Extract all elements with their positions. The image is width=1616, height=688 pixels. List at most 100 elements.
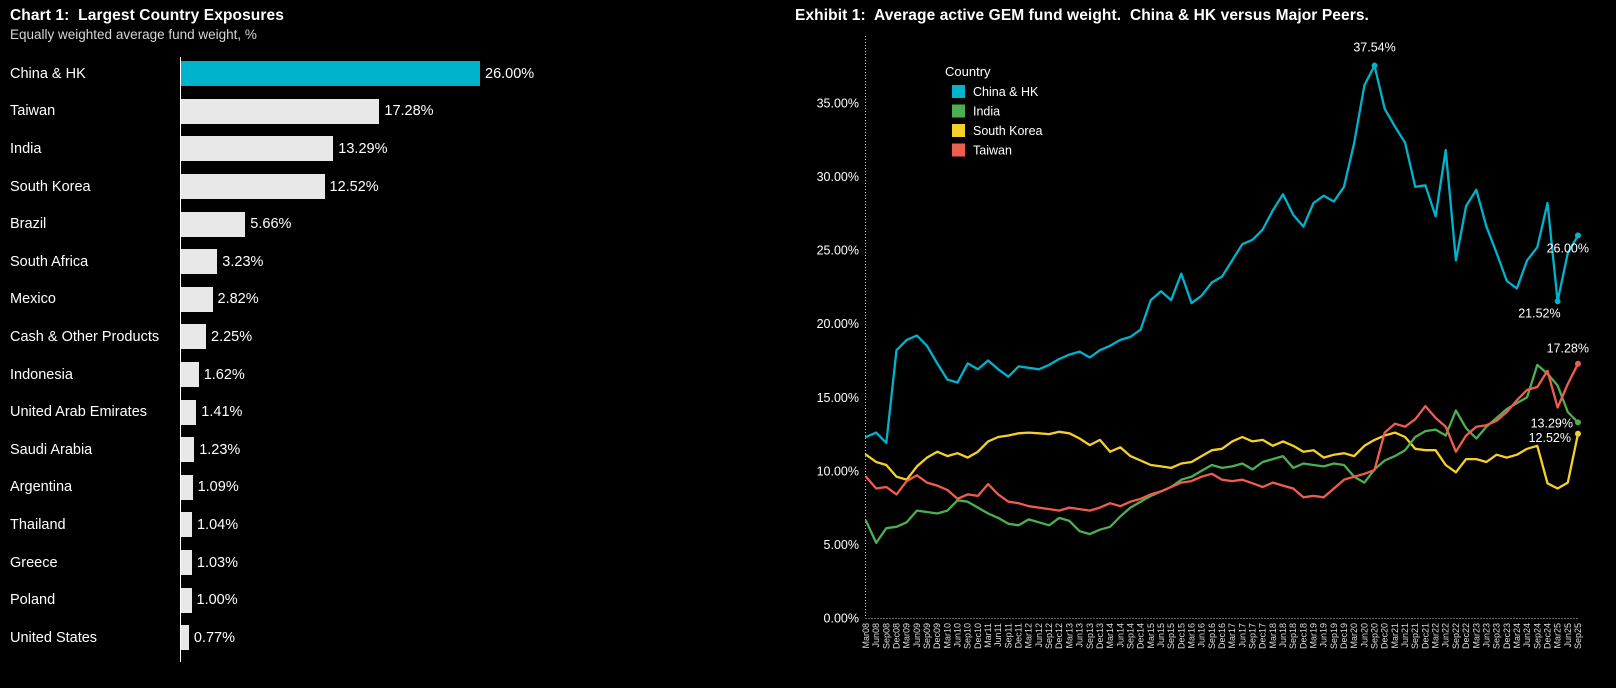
- bar-value: 1.23%: [199, 441, 241, 458]
- x-tick-label: Jun23: [1481, 623, 1491, 648]
- bar: [180, 136, 334, 162]
- bar-row: Poland 1.00%: [0, 581, 786, 619]
- bar-label: South Africa: [10, 253, 89, 270]
- x-tick-label: Sep10: [963, 623, 973, 649]
- legend-label-taiwan: Taiwan: [973, 144, 1012, 158]
- x-tick-label: Mar12: [1024, 623, 1034, 649]
- bar: [180, 98, 380, 124]
- bar-label: Indonesia: [10, 366, 73, 383]
- bar-row: India 13.29%: [0, 130, 786, 168]
- x-tick-label: Sep20: [1370, 623, 1380, 649]
- x-tick-label: Sep19: [1329, 623, 1339, 649]
- x-tick-label: Mar17: [1227, 623, 1237, 649]
- x-tick-label: Dec20: [1380, 623, 1390, 649]
- x-tick-label: Dec12: [1054, 623, 1064, 649]
- x-tick-label: Mar09: [902, 623, 912, 649]
- bar-label: India: [10, 140, 42, 157]
- series-line-india: [864, 363, 1580, 545]
- x-tick-label: Mar25: [1553, 623, 1563, 649]
- annotation-label: 12.52%: [1529, 431, 1571, 445]
- bar-label: Poland: [10, 592, 56, 609]
- annotation-dot-china-hk: [1574, 232, 1581, 239]
- bar-row: Indonesia 1.62%: [0, 356, 786, 394]
- x-tick-label: Jun10: [953, 623, 963, 648]
- x-tick-label: Jun12: [1034, 623, 1044, 648]
- x-tick-label: Mar20: [1349, 623, 1359, 649]
- legend-label-south-korea: South Korea: [973, 124, 1043, 138]
- x-tick-label: Sep12: [1044, 623, 1054, 649]
- annotation-dot-china-hk: [1371, 62, 1378, 69]
- annotation-label: 21.52%: [1518, 306, 1560, 320]
- x-tick-label: Dec16: [1217, 623, 1227, 649]
- bar-row: Thailand 1.04%: [0, 506, 786, 544]
- y-tick-label: 15.00%: [817, 391, 859, 405]
- y-tick-label: 0.00%: [824, 612, 859, 626]
- bar-label: Mexico: [10, 291, 56, 308]
- x-tick-label: Dec19: [1339, 623, 1349, 649]
- x-tick-label: Sep22: [1451, 623, 1461, 649]
- left-chart-subtitle: Equally weighted average fund weight, %: [10, 27, 257, 42]
- bar-row: Saudi Arabia 1.23%: [0, 431, 786, 469]
- x-tick-label: Sep21: [1410, 623, 1420, 649]
- y-tick-label: 10.00%: [817, 464, 859, 478]
- legend-label-india: India: [973, 105, 1000, 119]
- bar-value: 5.66%: [250, 216, 292, 233]
- bar-row: United Arab Emirates 1.41%: [0, 393, 786, 431]
- bar-label: Thailand: [10, 516, 66, 533]
- bar-value: 1.03%: [196, 554, 239, 571]
- series-line-south-korea: [864, 430, 1580, 490]
- bar-value: 2.82%: [217, 291, 259, 308]
- bar-label: Cash & Other Products: [10, 328, 160, 345]
- y-tick-label: 35.00%: [817, 96, 859, 110]
- annotation-label: 37.54%: [1353, 41, 1395, 55]
- x-tick-label: Mar11: [983, 623, 993, 648]
- bar-label: Taiwan: [10, 103, 56, 120]
- bar: [180, 437, 195, 463]
- bar-value: 1.04%: [197, 516, 239, 533]
- x-tick-label: Jun15: [1156, 623, 1166, 648]
- bar-row: Cash & Other Products 2.25%: [0, 318, 786, 356]
- bar: [180, 324, 206, 350]
- series-line-taiwan: [864, 362, 1580, 512]
- x-tick-label: Mar10: [942, 623, 952, 649]
- x-tick-label: Jun17: [1237, 623, 1247, 648]
- line-chart-panel: Exhibit 1: Average active GEM fund weigh…: [786, 0, 1616, 688]
- bar-row: Greece 1.03%: [0, 544, 786, 582]
- x-tick-label: Jun18: [1278, 623, 1288, 648]
- x-tick-label: Sep17: [1247, 623, 1257, 649]
- x-tick-label: Jun25: [1563, 623, 1573, 648]
- bar-value: 1.00%: [196, 592, 238, 609]
- x-tick-label: Jun16: [1197, 623, 1207, 648]
- bar-label: Argentina: [10, 479, 73, 496]
- bar-row: South Africa 3.23%: [0, 243, 786, 281]
- x-tick-label: Mar24: [1512, 623, 1522, 649]
- x-tick-label: Jun08: [871, 623, 881, 648]
- legend-swatch-south-korea: [952, 124, 965, 137]
- x-tick-label: Sep23: [1492, 623, 1502, 649]
- x-tick-label: Dec14: [1136, 623, 1146, 649]
- x-tick-label: Dec10: [973, 623, 983, 649]
- bar-label: United Arab Emirates: [10, 404, 148, 421]
- legend-swatch-china-hk: [952, 85, 965, 98]
- x-tick-label: Jun09: [912, 623, 922, 648]
- annotation-label: 26.00%: [1547, 241, 1589, 255]
- bar-value: 17.28%: [384, 103, 434, 120]
- bar-chart-panel: Chart 1: Largest Country Exposures Equal…: [0, 0, 786, 688]
- bar: [180, 399, 197, 425]
- y-tick-label: 30.00%: [817, 170, 859, 184]
- y-tick-label: 5.00%: [824, 538, 859, 552]
- annotation-dot-india: [1574, 419, 1581, 426]
- bar-row: United States 0.77%: [0, 619, 786, 657]
- x-tick-label: Dec08: [892, 623, 902, 649]
- x-tick-label: Jun13: [1075, 623, 1085, 648]
- bar: [180, 474, 193, 500]
- bar-row: Argentina 1.09%: [0, 469, 786, 507]
- bar-row: Taiwan 17.28%: [0, 93, 786, 131]
- bar-row: China & HK 26.00%: [0, 55, 786, 93]
- bar-label: Saudi Arabia: [10, 441, 93, 458]
- line-chart: 0.00% 5.00% 10.00% 15.00% 20.00% 25.00% 30.00%…: [817, 36, 1589, 649]
- left-chart-title: Chart 1: Largest Country Exposures: [10, 7, 284, 24]
- x-tick-label: Dec23: [1502, 623, 1512, 649]
- x-tick-label: Sep18: [1288, 623, 1298, 649]
